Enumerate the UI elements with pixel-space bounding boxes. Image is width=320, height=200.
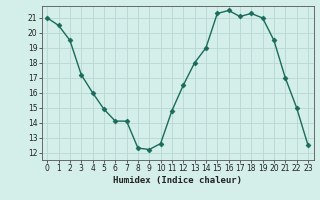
X-axis label: Humidex (Indice chaleur): Humidex (Indice chaleur)	[113, 176, 242, 185]
